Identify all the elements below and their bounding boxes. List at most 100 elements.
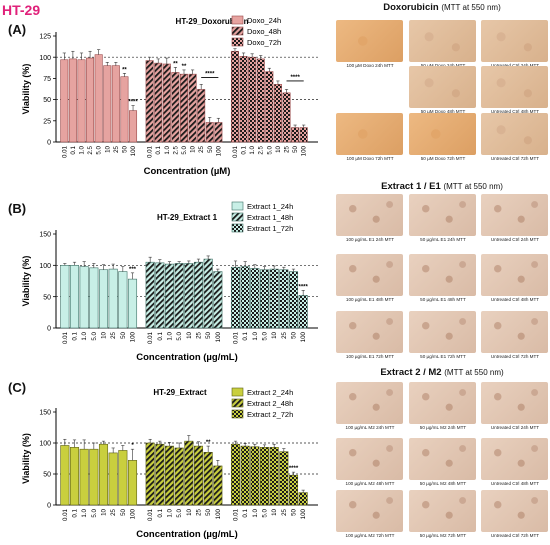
micrograph-image xyxy=(409,20,476,62)
y-tick-label: 50 xyxy=(43,97,51,104)
x-tick-label: 10 xyxy=(186,508,193,515)
micrograph-image xyxy=(481,490,548,532)
micrograph-image xyxy=(336,382,403,424)
x-tick-label: 0.1 xyxy=(157,508,164,517)
micrograph-caption: 50 µg/mL E1 24h MTT xyxy=(420,237,466,242)
x-tick-label: 0.01 xyxy=(147,331,154,344)
bar xyxy=(288,271,299,329)
micrograph-caption: 100 µg/mL M2 48h MTT xyxy=(345,481,395,486)
x-tick-label: 100 xyxy=(130,331,137,342)
x-tick-label: 1.0 xyxy=(252,508,259,517)
chart-title: HT-29_Extract xyxy=(153,388,207,397)
x-tick-label: 10 xyxy=(275,145,282,152)
legend-label: Doxo_48h xyxy=(247,27,281,36)
bar xyxy=(164,445,175,506)
x-tick-label: 5.0 xyxy=(266,145,273,154)
legend-label: Extract 2_48h xyxy=(247,399,293,408)
bar xyxy=(79,448,89,506)
bar xyxy=(193,445,204,506)
bar xyxy=(171,72,180,143)
bar xyxy=(118,271,128,329)
y-tick-label: 150 xyxy=(39,410,51,417)
y-tick-label: 125 xyxy=(39,34,51,41)
legend-swatch xyxy=(231,223,244,233)
legend-swatch xyxy=(231,15,244,25)
y-axis-label: Viability (%) xyxy=(21,64,31,115)
x-tick-label: 10 xyxy=(271,508,278,515)
legend-label: Doxo_72h xyxy=(247,38,281,47)
micrograph-image xyxy=(336,254,403,296)
x-tick-label: 5.0 xyxy=(176,508,183,517)
x-tick-label: 5.0 xyxy=(91,508,98,517)
micrograph-caption: 50 µg/mL E1 48h MTT xyxy=(420,297,466,302)
bar xyxy=(193,261,204,329)
micrograph-title-extract-2: Extract 2 / M2 (MTT at 550 nm) xyxy=(380,367,504,378)
significance-label: **** xyxy=(289,466,299,472)
micrograph-image xyxy=(336,490,403,532)
micrograph-image xyxy=(481,311,548,353)
significance-label: **** xyxy=(290,75,300,81)
bar xyxy=(250,268,260,329)
micrograph-image xyxy=(336,194,403,236)
bar xyxy=(89,448,99,506)
x-tick-label: 25 xyxy=(110,331,117,338)
x-tick-label: 25 xyxy=(113,145,120,152)
significance-label: **** xyxy=(128,100,138,106)
micrograph-caption: Untreated Ctrl 48h MTT xyxy=(490,109,540,114)
x-axis-label: Concentration (µg/mL) xyxy=(136,529,238,540)
micrograph-caption: 50 µM Doxo 48h MTT xyxy=(420,109,466,114)
significance-label: ** xyxy=(122,67,127,73)
y-axis-label: Viability (%) xyxy=(21,433,31,484)
figure-label: HT-29 xyxy=(2,2,41,18)
x-tick-label: 25 xyxy=(110,508,117,515)
x-tick-label: 0.01 xyxy=(233,508,240,521)
micrograph-caption: 100 µg/mL M2 24h MTT xyxy=(345,425,395,430)
bar xyxy=(174,263,184,329)
x-tick-label: 0.1 xyxy=(242,508,249,517)
legend-label: Extract 1_24h xyxy=(247,202,293,211)
x-tick-label: 0.01 xyxy=(62,331,69,344)
micrograph-image xyxy=(336,20,403,62)
x-tick-label: 10 xyxy=(190,145,197,152)
x-tick-label: 10 xyxy=(101,508,108,515)
x-tick-label: 1.0 xyxy=(249,145,256,154)
x-tick-label: 1.0 xyxy=(81,508,88,517)
panel-b-letter: (B) xyxy=(8,201,27,216)
micrograph-caption: 50 µg/mL M2 24h MTT xyxy=(419,425,467,430)
legend-swatch xyxy=(231,26,244,36)
x-tick-label: 25 xyxy=(196,331,203,338)
x-tick-label: 10 xyxy=(101,331,108,338)
x-tick-label: 5.0 xyxy=(181,145,188,154)
x-tick-label: 50 xyxy=(291,331,298,338)
legend-label: Extract 1_72h xyxy=(247,224,293,233)
micrograph-caption: Untreated Ctrl 24h MTT xyxy=(490,425,540,430)
x-tick-label: 0.01 xyxy=(232,145,239,158)
bar xyxy=(164,263,175,329)
x-tick-label: 5.0 xyxy=(176,331,183,340)
x-tick-label: 25 xyxy=(281,331,288,338)
x-tick-label: 10 xyxy=(104,145,111,152)
x-tick-label: 25 xyxy=(196,508,203,515)
x-tick-label: 2.5 xyxy=(172,145,179,154)
x-tick-label: 50 xyxy=(121,145,128,152)
y-axis-label: Viability (%) xyxy=(21,256,31,307)
significance-label: ** xyxy=(173,61,178,67)
x-tick-label: 0.1 xyxy=(242,331,249,340)
bar xyxy=(298,492,308,506)
bar xyxy=(60,445,70,506)
x-tick-label: 1.0 xyxy=(164,145,171,154)
micrograph-image xyxy=(409,311,476,353)
x-tick-label: 50 xyxy=(120,508,127,515)
x-tick-label: 2.5 xyxy=(87,145,94,154)
micrograph-image xyxy=(481,194,548,236)
x-tick-label: 100 xyxy=(130,508,137,519)
micrograph-caption: 50 µM Doxo 72h MTT xyxy=(420,156,466,161)
x-tick-label: 5.0 xyxy=(262,331,269,340)
y-tick-label: 150 xyxy=(39,232,51,239)
micrograph-caption: 50 µg/mL M2 48h MTT xyxy=(419,481,467,486)
bar xyxy=(240,445,250,506)
bar xyxy=(213,271,223,329)
bar xyxy=(145,261,155,329)
x-tick-label: 1.0 xyxy=(167,331,174,340)
